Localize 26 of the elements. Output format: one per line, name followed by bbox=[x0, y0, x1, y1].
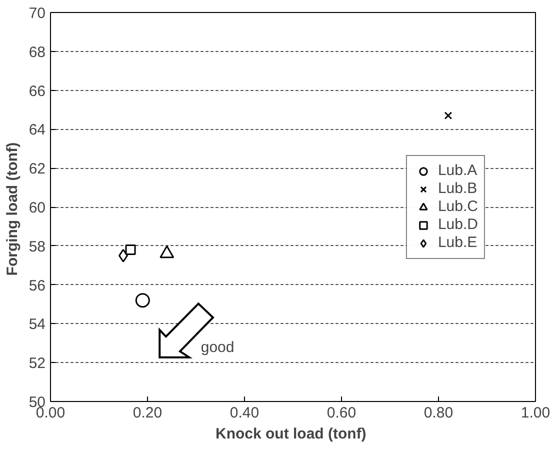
point bbox=[135, 293, 150, 308]
y-axis-title: Forging load (tonf) bbox=[4, 142, 21, 276]
y-tick-label: 68 bbox=[28, 44, 46, 61]
y-tick-label: 60 bbox=[28, 200, 46, 216]
x-tick-label: 0.20 bbox=[132, 404, 162, 422]
x-tick-label: 1.00 bbox=[520, 404, 550, 422]
legend-label: Lub.B bbox=[438, 180, 478, 198]
annotation: good bbox=[200, 338, 234, 356]
x-tick-label: 0.40 bbox=[230, 404, 260, 422]
y-tick-label: 52 bbox=[28, 355, 46, 372]
x-tick-label: 0.60 bbox=[326, 404, 356, 422]
y-tick-label: 56 bbox=[28, 277, 46, 294]
y-tick-label: 64 bbox=[28, 122, 46, 139]
y-tick-label: 54 bbox=[28, 316, 46, 334]
y-tick-label: 70 bbox=[28, 5, 46, 22]
legend-label: Lub.A bbox=[438, 162, 478, 180]
legend-label: Lub.C bbox=[438, 198, 478, 216]
x-tick-label: 0.80 bbox=[424, 404, 454, 422]
x-axis-title: Knock out load (tonf) bbox=[216, 426, 366, 442]
legend-label: Lub.D bbox=[438, 216, 478, 234]
point bbox=[125, 244, 136, 256]
legend-label: Lub.E bbox=[438, 234, 478, 252]
y-tick-label: 62 bbox=[28, 160, 46, 178]
y-tick-label: 58 bbox=[28, 238, 46, 256]
point bbox=[444, 112, 452, 120]
y-tick-label: 66 bbox=[28, 82, 46, 100]
